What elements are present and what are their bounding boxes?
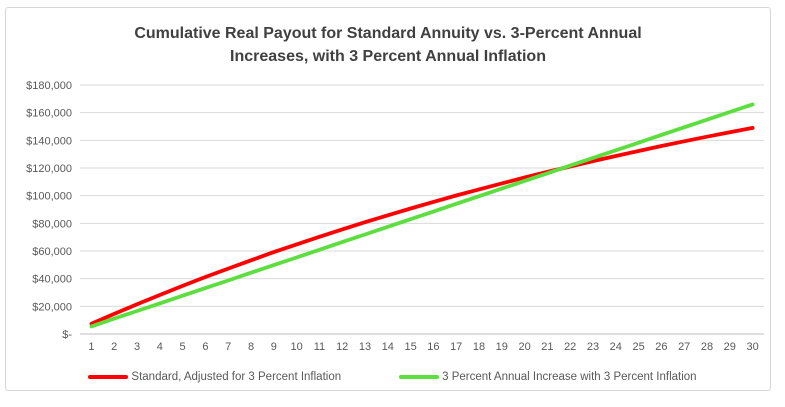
y-tick-label: $100,000 bbox=[26, 191, 72, 203]
chart-title: Cumulative Real Payout for Standard Annu… bbox=[134, 25, 642, 66]
x-tick-label: 19 bbox=[496, 341, 508, 353]
x-tick-label: 2 bbox=[111, 341, 117, 353]
x-tick-label: 11 bbox=[314, 341, 325, 353]
x-tick-label: 13 bbox=[359, 341, 371, 353]
x-tick-label: 9 bbox=[271, 341, 277, 353]
x-tick-label: 28 bbox=[701, 341, 713, 353]
x-tick-label: 14 bbox=[382, 341, 394, 353]
y-tick-label: $- bbox=[62, 329, 72, 341]
x-tick-label: 5 bbox=[180, 341, 186, 353]
red-line-swatch-icon bbox=[88, 375, 129, 379]
x-tick-label: 15 bbox=[404, 341, 416, 353]
x-tick-label: 12 bbox=[336, 341, 348, 353]
y-tick-label: $140,000 bbox=[26, 135, 72, 147]
y-tick-label: $180,000 bbox=[26, 80, 72, 92]
y-tick-label: $40,000 bbox=[32, 274, 72, 286]
green-line-swatch-icon bbox=[399, 375, 440, 379]
series-line-0 bbox=[89, 126, 755, 326]
legend-item-increase: 3 Percent Annual Increase with 3 Percent… bbox=[399, 371, 697, 383]
x-tick-label: 10 bbox=[290, 341, 302, 353]
chart-frame bbox=[5, 7, 771, 391]
x-tick-label: 25 bbox=[632, 341, 644, 353]
x-tick-label: 24 bbox=[610, 341, 622, 353]
x-tick-label: 16 bbox=[427, 341, 439, 353]
legend-label-standard: Standard, Adjusted for 3 Percent Inflati… bbox=[131, 371, 342, 383]
x-tick-label: 18 bbox=[473, 341, 485, 353]
x-tick-label: 29 bbox=[724, 341, 736, 353]
series-line-1 bbox=[89, 102, 755, 329]
x-tick-label: 8 bbox=[248, 341, 254, 353]
x-tick-label: 22 bbox=[564, 341, 576, 353]
y-tick-label: $120,000 bbox=[26, 163, 72, 175]
y-tick-label: $60,000 bbox=[32, 246, 72, 258]
y-tick-label: $80,000 bbox=[32, 218, 72, 230]
x-tick-label: 21 bbox=[541, 341, 553, 353]
x-tick-label: 30 bbox=[746, 341, 758, 353]
x-tick-label: 7 bbox=[225, 341, 231, 353]
x-tick-label: 1 bbox=[88, 341, 94, 353]
legend-label-increase: 3 Percent Annual Increase with 3 Percent… bbox=[442, 371, 697, 383]
legend-item-standard: Standard, Adjusted for 3 Percent Inflati… bbox=[88, 371, 341, 383]
x-tick-label: 17 bbox=[450, 341, 462, 353]
x-tick-label: 6 bbox=[202, 341, 208, 353]
x-tick-label: 20 bbox=[518, 341, 530, 353]
y-tick-label: $20,000 bbox=[32, 301, 72, 313]
x-tick-label: 26 bbox=[655, 341, 667, 353]
y-tick-label: $160,000 bbox=[26, 108, 72, 120]
x-tick-label: 4 bbox=[157, 341, 163, 353]
x-tick-label: 3 bbox=[134, 341, 140, 353]
x-tick-label: 23 bbox=[587, 341, 599, 353]
chart-legend: Standard, Adjusted for 3 Percent Inflati… bbox=[0, 371, 785, 383]
x-tick-label: 27 bbox=[678, 341, 690, 353]
